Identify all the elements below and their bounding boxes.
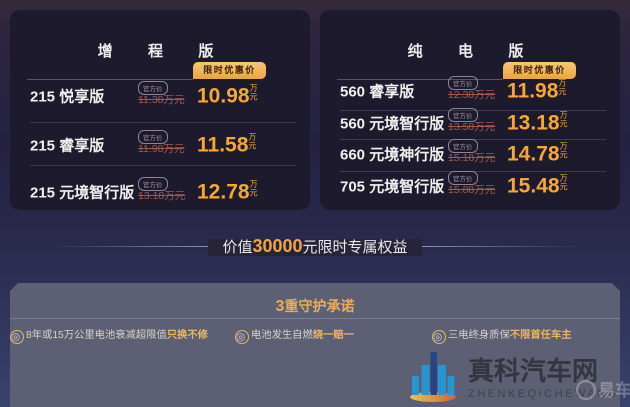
svg-text:ZHENKEQICHEWANG: ZHENKEQICHEWANG <box>468 388 619 400</box>
svg-text:真科汽车网: 真科汽车网 <box>468 356 598 386</box>
svg-text:易车: 易车 <box>598 380 630 400</box>
